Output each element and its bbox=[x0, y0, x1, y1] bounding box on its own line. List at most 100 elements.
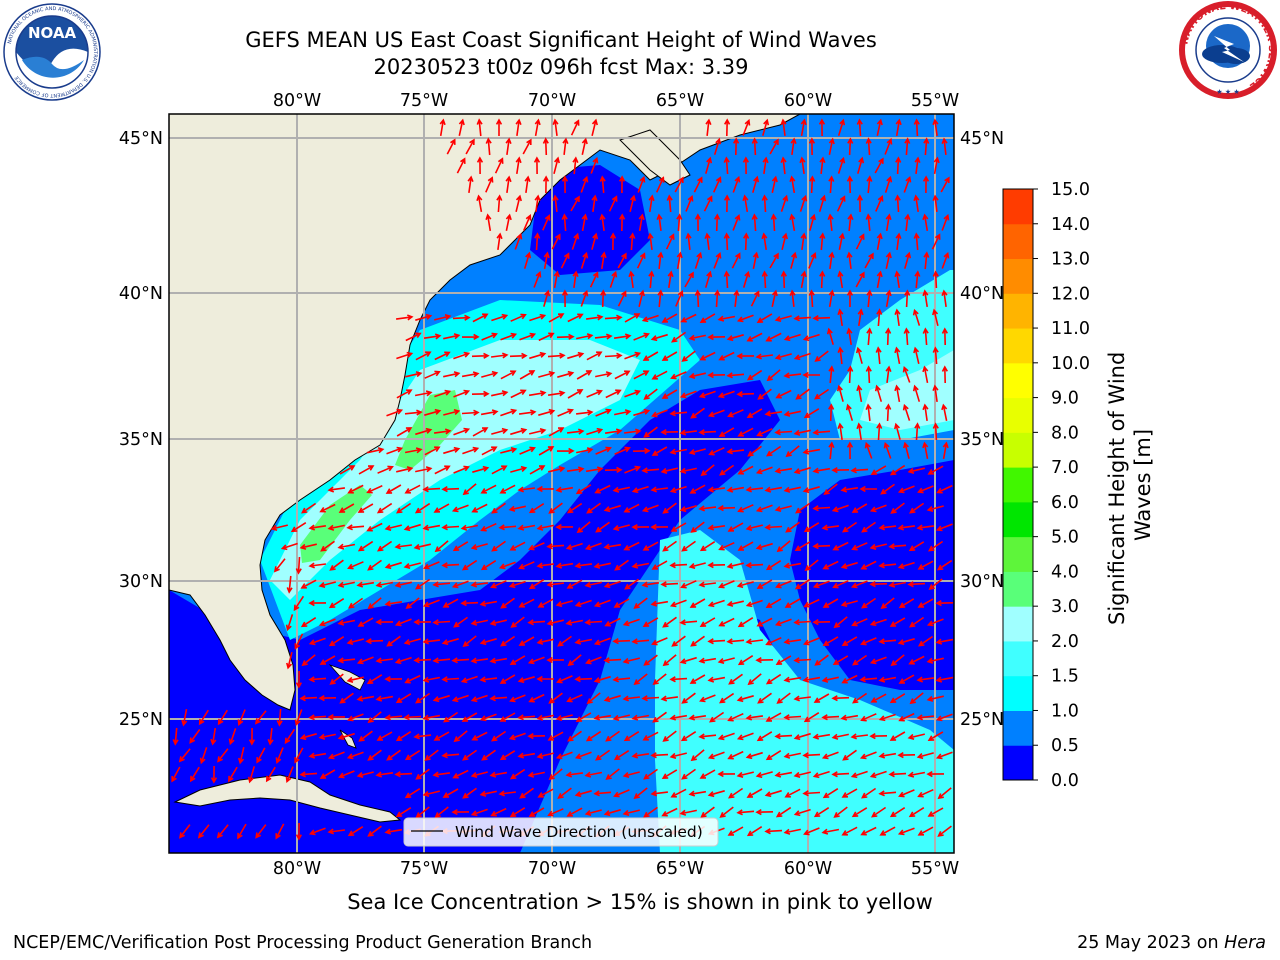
direction-arrow bbox=[670, 371, 687, 380]
lon-label-bottom: 65°W bbox=[656, 859, 704, 879]
direction-arrow bbox=[396, 389, 413, 399]
direction-arrow bbox=[491, 313, 509, 322]
direction-arrow bbox=[840, 600, 858, 608]
direction-arrow bbox=[837, 346, 844, 365]
direction-arrow bbox=[499, 674, 516, 684]
direction-arrow bbox=[561, 289, 569, 308]
direction-arrow bbox=[650, 790, 668, 797]
direction-arrow bbox=[783, 410, 801, 417]
direction-arrow bbox=[832, 655, 849, 665]
direction-arrow bbox=[717, 770, 736, 778]
direction-arrow bbox=[375, 581, 394, 588]
direction-arrow bbox=[327, 713, 346, 721]
direction-arrow bbox=[669, 714, 688, 721]
direction-arrow bbox=[917, 788, 934, 798]
direction-arrow bbox=[870, 465, 887, 475]
direction-arrow bbox=[524, 175, 531, 194]
direction-arrow bbox=[584, 771, 603, 778]
direction-arrow bbox=[574, 676, 593, 683]
direction-arrow bbox=[605, 730, 620, 742]
direction-arrow bbox=[356, 771, 374, 778]
direction-arrow bbox=[802, 448, 821, 455]
direction-arrow bbox=[928, 578, 943, 591]
direction-arrow bbox=[802, 486, 820, 494]
direction-arrow bbox=[941, 365, 948, 384]
direction-arrow bbox=[491, 540, 506, 552]
direction-arrow bbox=[865, 365, 872, 384]
direction-arrow bbox=[818, 194, 827, 212]
direction-arrow bbox=[413, 733, 432, 740]
direction-arrow bbox=[733, 137, 740, 156]
direction-arrow bbox=[567, 428, 585, 435]
direction-arrow bbox=[593, 675, 611, 684]
direction-arrow bbox=[793, 315, 812, 322]
direction-arrow bbox=[451, 580, 469, 589]
direction-arrow bbox=[861, 521, 876, 533]
direction-arrow bbox=[284, 728, 296, 745]
direction-arrow bbox=[451, 504, 469, 513]
direction-arrow bbox=[699, 541, 716, 552]
direction-arrow bbox=[894, 308, 901, 327]
direction-arrow bbox=[617, 290, 627, 307]
direction-arrow bbox=[586, 351, 603, 361]
direction-arrow bbox=[700, 464, 715, 477]
direction-arrow bbox=[629, 232, 636, 251]
direction-arrow bbox=[529, 465, 546, 475]
direction-arrow bbox=[819, 156, 826, 174]
direction-arrow bbox=[775, 580, 792, 589]
direction-arrow bbox=[327, 828, 346, 835]
direction-arrow bbox=[443, 371, 461, 378]
direction-arrow bbox=[774, 618, 792, 627]
direction-arrow bbox=[755, 504, 773, 513]
direction-arrow bbox=[609, 232, 617, 251]
direction-arrow bbox=[718, 617, 735, 627]
direction-arrow bbox=[732, 175, 741, 193]
direction-arrow bbox=[669, 562, 688, 569]
direction-arrow bbox=[641, 467, 660, 474]
direction-arrow bbox=[385, 484, 402, 494]
direction-arrow bbox=[446, 138, 456, 155]
direction-arrow bbox=[876, 270, 883, 289]
direction-arrow bbox=[422, 486, 441, 493]
direction-arrow bbox=[320, 540, 335, 552]
direction-arrow bbox=[496, 194, 503, 213]
colorbar-tick-label: 5.0 bbox=[1051, 528, 1079, 548]
direction-arrow bbox=[717, 390, 735, 399]
direction-arrow bbox=[509, 352, 528, 359]
direction-arrow bbox=[515, 194, 522, 212]
direction-arrow bbox=[869, 504, 887, 513]
direction-arrow bbox=[707, 676, 726, 683]
direction-arrow bbox=[793, 732, 811, 741]
direction-arrow bbox=[491, 465, 508, 475]
direction-arrow bbox=[641, 695, 660, 702]
direction-arrow bbox=[803, 598, 820, 608]
direction-arrow bbox=[441, 638, 459, 646]
direction-arrow bbox=[907, 733, 925, 740]
direction-arrow bbox=[460, 675, 478, 684]
direction-arrow bbox=[821, 714, 840, 721]
direction-arrow bbox=[395, 731, 412, 742]
direction-arrow bbox=[927, 807, 944, 817]
direction-arrow bbox=[536, 714, 554, 721]
direction-arrow bbox=[675, 290, 684, 307]
direction-arrow bbox=[424, 370, 441, 379]
direction-arrow bbox=[548, 313, 565, 323]
direction-arrow bbox=[774, 353, 792, 361]
direction-arrow bbox=[731, 252, 741, 269]
direction-arrow bbox=[604, 314, 623, 321]
direction-arrow bbox=[847, 213, 854, 232]
direction-arrow bbox=[832, 580, 849, 589]
direction-arrow bbox=[651, 446, 668, 456]
direction-arrow bbox=[717, 657, 735, 664]
direction-arrow bbox=[586, 389, 603, 398]
direction-arrow bbox=[707, 562, 726, 569]
direction-arrow bbox=[941, 213, 950, 231]
direction-arrow bbox=[935, 751, 953, 760]
direction-arrow bbox=[517, 486, 536, 493]
direction-arrow bbox=[783, 562, 802, 569]
direction-arrow bbox=[732, 214, 741, 231]
direction-arrow bbox=[698, 429, 717, 436]
direction-arrow bbox=[802, 790, 821, 797]
direction-arrow bbox=[904, 289, 911, 308]
direction-arrow bbox=[555, 562, 574, 569]
